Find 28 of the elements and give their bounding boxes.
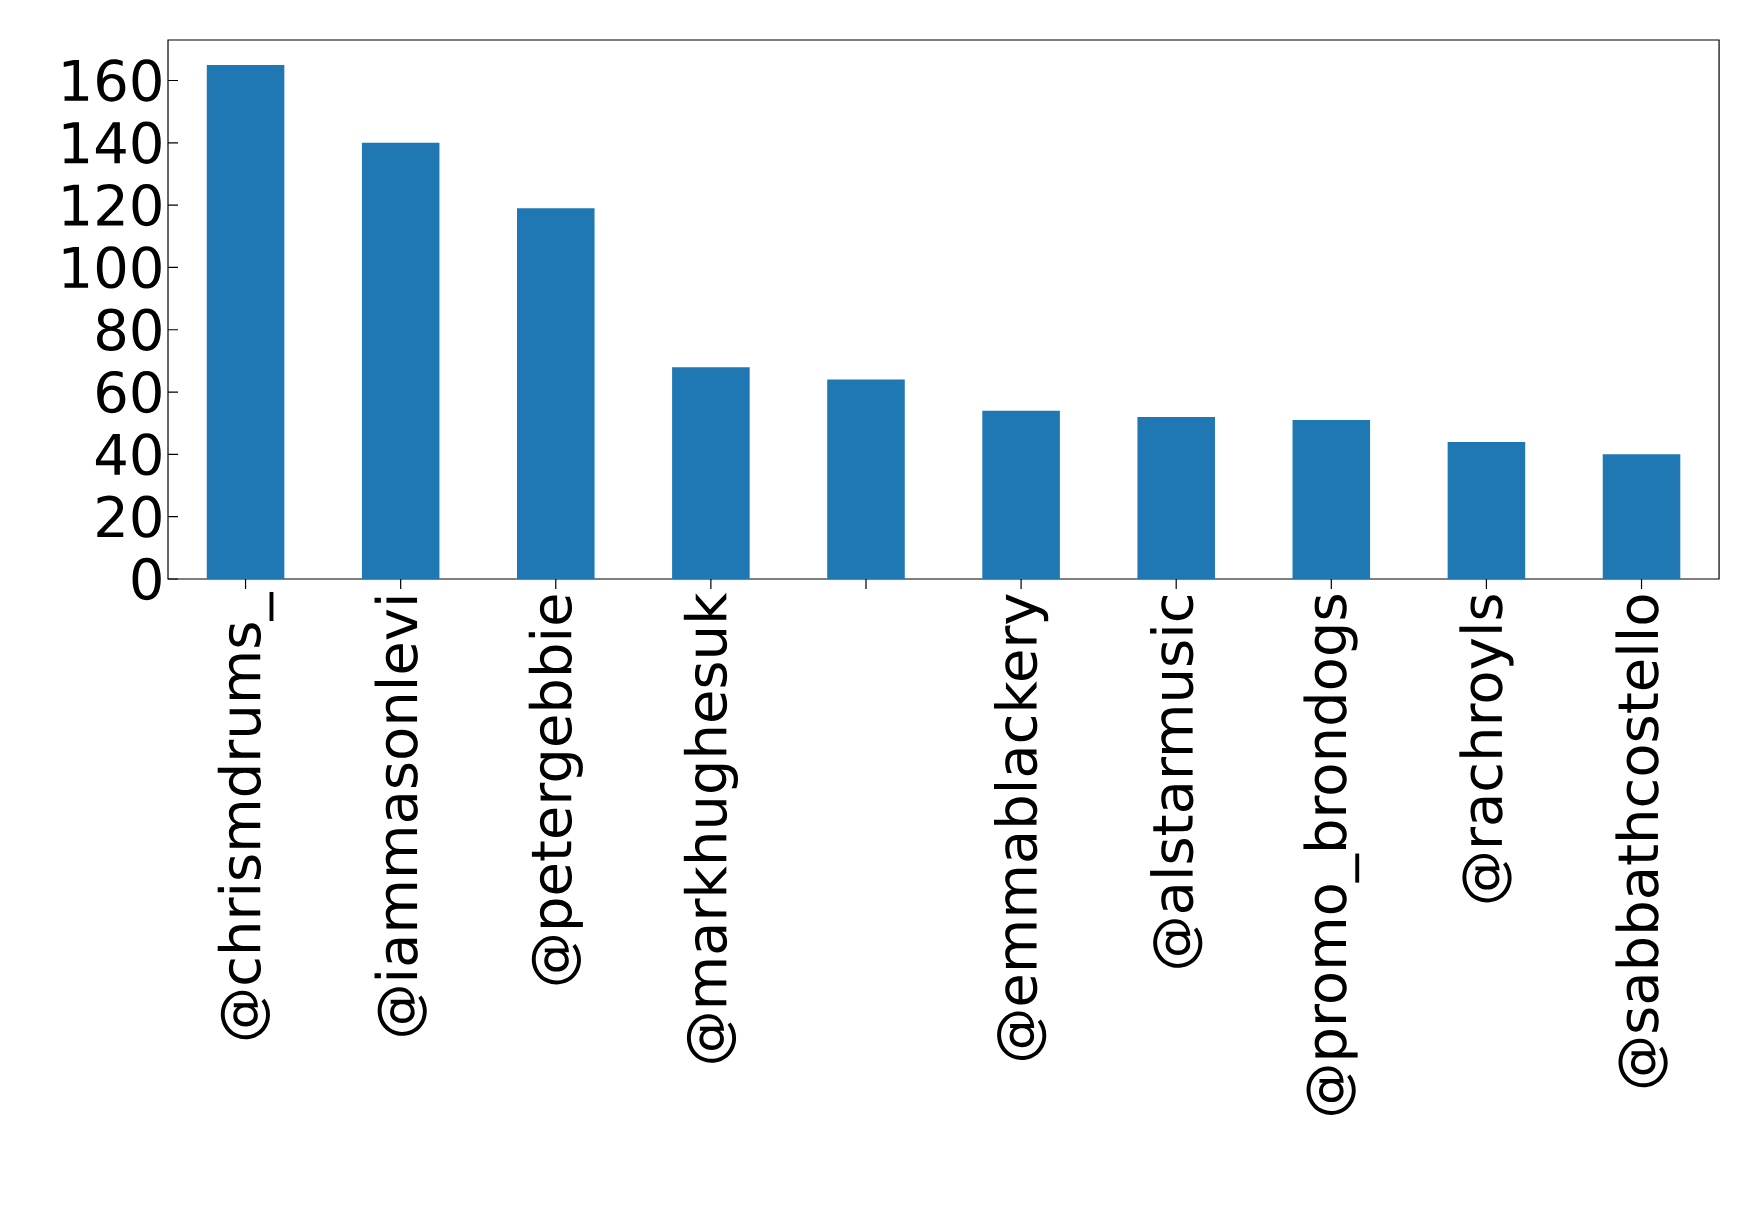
y-tick-label: 80 bbox=[97, 308, 161, 351]
x-tick-label: @markhughesuk bbox=[683, 592, 738, 1063]
x-tick-label: @promo_brondogs bbox=[1303, 595, 1360, 1115]
bar bbox=[361, 142, 440, 579]
x-tick-label: @emmablackery bbox=[994, 594, 1049, 1060]
bar bbox=[1602, 454, 1681, 579]
y-tick-label: 160 bbox=[63, 59, 161, 102]
x-tick-label: @alstarmusic bbox=[1150, 595, 1203, 968]
bar bbox=[982, 410, 1060, 579]
x-tick-label: @iammasonlevi bbox=[374, 597, 427, 1036]
x-tick-label: @sabbathcostello bbox=[1615, 595, 1668, 1088]
y-tick-label: 0 bbox=[132, 557, 161, 601]
bar bbox=[517, 208, 595, 579]
bar bbox=[1292, 420, 1371, 579]
bar bbox=[827, 379, 905, 579]
y-tick-label: 20 bbox=[97, 495, 161, 538]
y-tick-label: 100 bbox=[63, 246, 161, 289]
bar bbox=[1447, 441, 1526, 579]
y-tick-label: 140 bbox=[63, 121, 161, 164]
bar bbox=[672, 367, 750, 579]
y-tick-label: 40 bbox=[95, 433, 161, 476]
x-tick-label: @rachroyls bbox=[1459, 595, 1514, 903]
y-tick-label: 120 bbox=[63, 183, 161, 227]
bar bbox=[1137, 416, 1215, 579]
x-tick-label: @petergebbie bbox=[528, 595, 583, 985]
y-tick-label: 60 bbox=[97, 370, 161, 414]
x-tick-label: @chrismdrums_ bbox=[217, 591, 274, 1040]
bar bbox=[206, 64, 285, 579]
